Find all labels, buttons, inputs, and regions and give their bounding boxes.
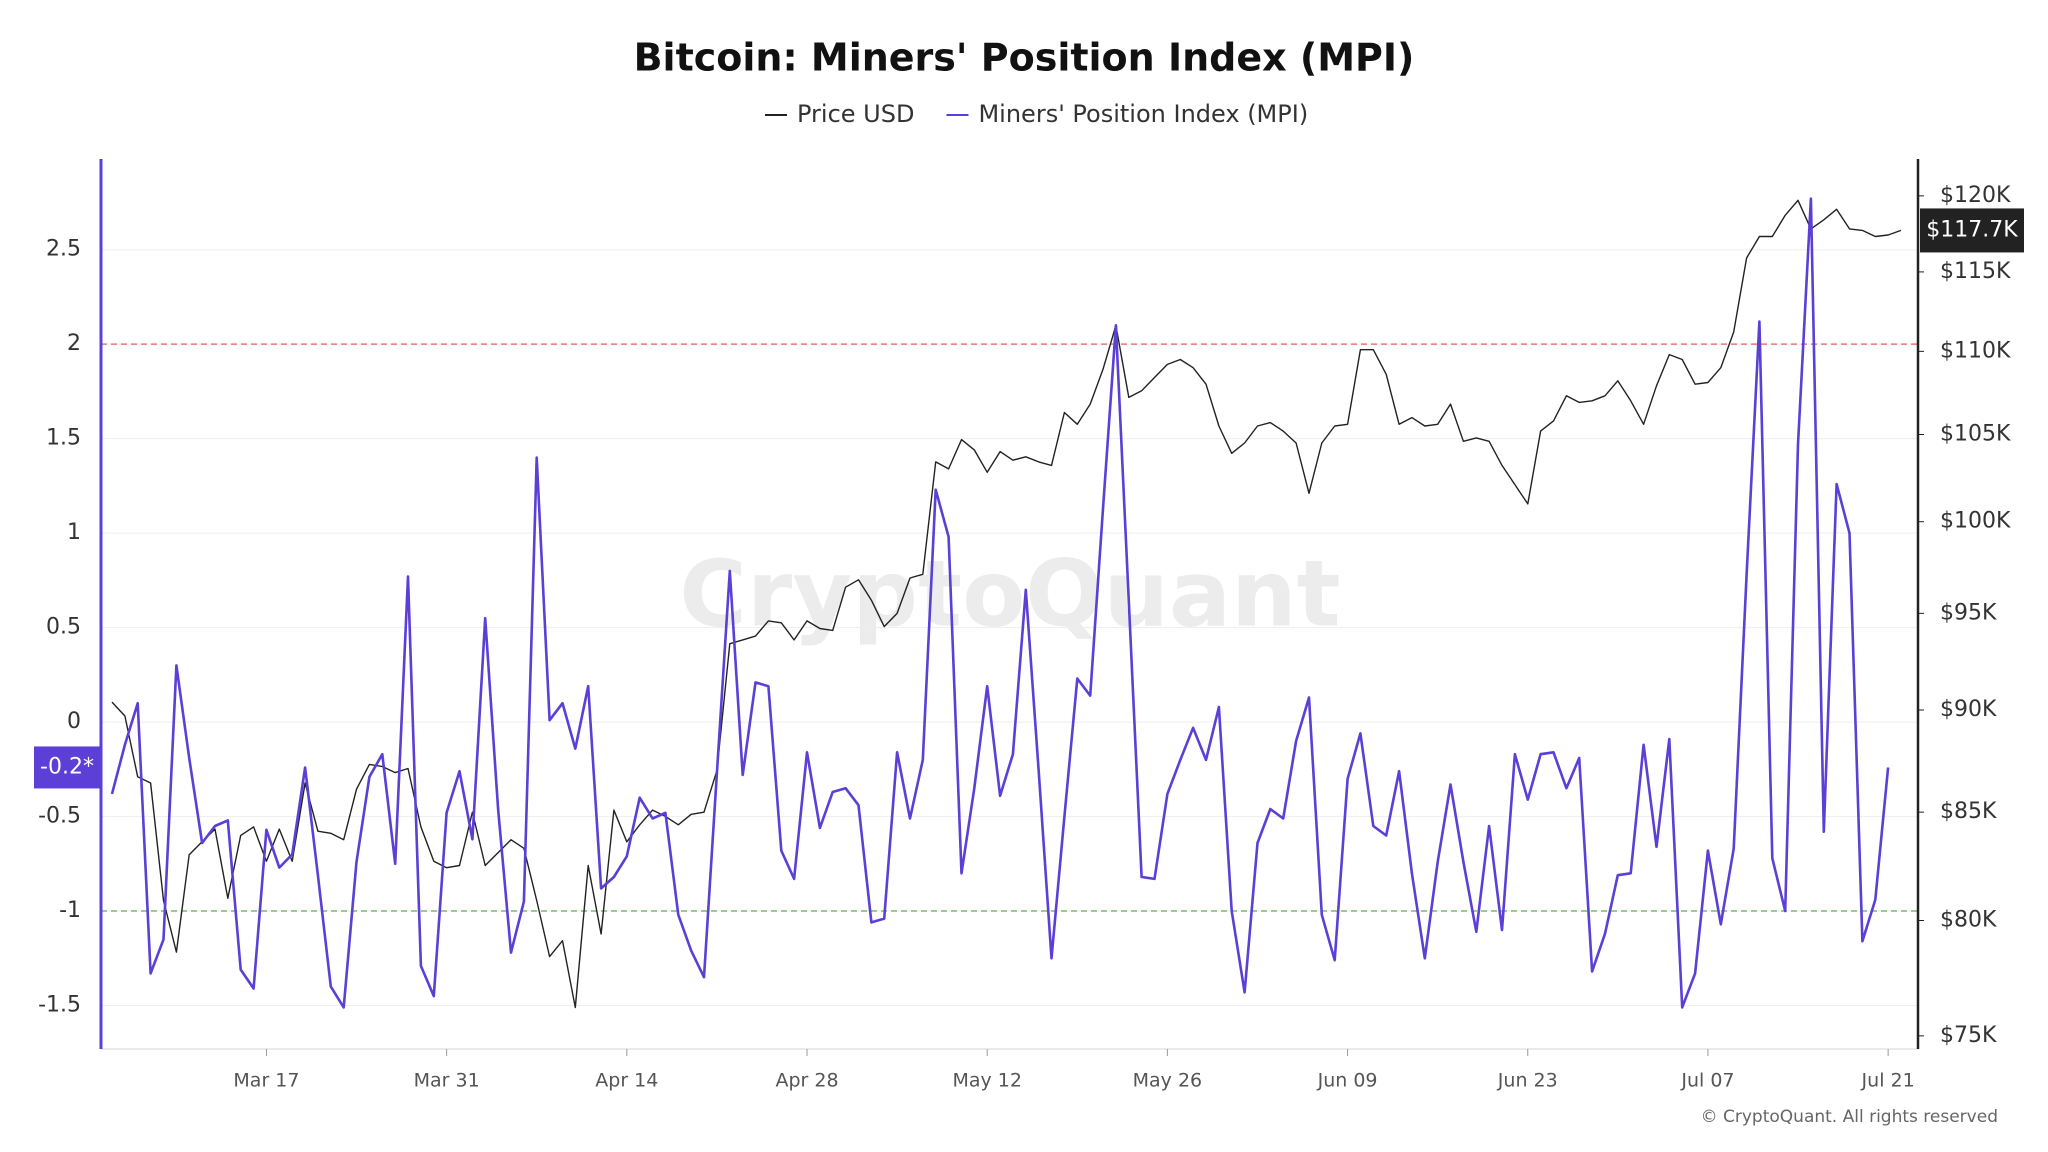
x-tick-label: Jul 21 <box>1861 1070 1915 1092</box>
y2-tick-label: $120K <box>1940 183 2011 208</box>
y-tick-label: -1.5 <box>38 993 81 1018</box>
end-label: -0.2* <box>34 746 101 789</box>
credit: © CryptoQuant. All rights reserved <box>1701 1107 1998 1127</box>
y-tick-label: 1.5 <box>46 426 81 451</box>
end-label-text: $117.7K <box>1926 217 2018 242</box>
series-line <box>110 197 1890 1009</box>
y2-tick-label: $100K <box>1940 509 2011 534</box>
y2-tick-label: $110K <box>1940 338 2011 363</box>
series-line <box>111 199 1902 1009</box>
y-tick-label: 2 <box>67 331 81 356</box>
end-label-text: -0.2* <box>40 754 94 779</box>
x-tick-label: Apr 14 <box>595 1070 658 1092</box>
x-tick-label: Mar 17 <box>233 1070 299 1092</box>
x-tick-label: Jul 07 <box>1680 1070 1734 1092</box>
y-tick-label: 0.5 <box>46 615 81 640</box>
y-tick-label: -1 <box>59 898 81 923</box>
x-tick-label: May 26 <box>1133 1070 1203 1092</box>
y2-tick-label: $75K <box>1940 1023 1997 1048</box>
watermark: CryptoQuant <box>679 540 1340 647</box>
x-tick-label: Mar 31 <box>414 1070 480 1092</box>
y-tick-label: -0.5 <box>38 804 81 829</box>
y2-tick-label: $80K <box>1940 908 1997 933</box>
x-tick-label: Jun 09 <box>1317 1070 1378 1092</box>
y-tick-label: 1 <box>67 520 81 545</box>
chart-title: Bitcoin: Miners' Position Index (MPI) <box>634 36 1415 80</box>
y2-tick-label: $85K <box>1940 799 1997 824</box>
legend-label: Price USD <box>797 100 914 128</box>
y2-tick-label: $95K <box>1940 600 1997 625</box>
y-tick-label: 2.5 <box>46 237 81 262</box>
x-tick-label: Apr 28 <box>775 1070 838 1092</box>
legend-label: Miners' Position Index (MPI) <box>978 100 1308 128</box>
end-label-box <box>34 746 101 789</box>
end-label-box <box>1920 208 2024 253</box>
x-tick-label: Jun 23 <box>1497 1070 1558 1092</box>
y2-tick-label: $90K <box>1940 697 1997 722</box>
y-tick-label: 0 <box>67 709 81 734</box>
y2-tick-label: $115K <box>1940 259 2011 284</box>
y2-tick-label: $105K <box>1940 421 2011 446</box>
x-tick-label: May 12 <box>952 1070 1022 1092</box>
end-label: $117.7K <box>1920 208 2024 253</box>
